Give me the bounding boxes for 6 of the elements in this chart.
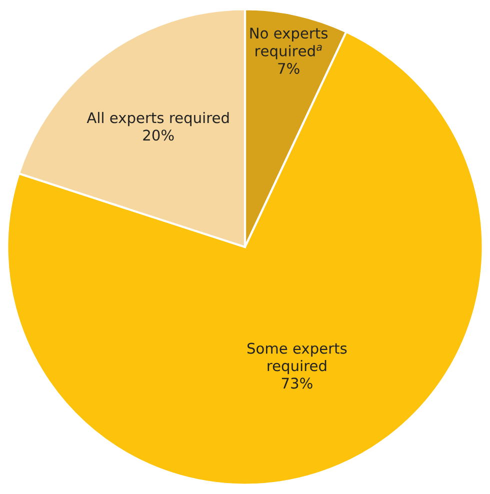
data-label: 73%	[282, 378, 312, 389]
slice-label: No experts required$^{a}$	[250, 28, 328, 60]
data-label: 7%	[278, 62, 300, 74]
slice-label: All experts required	[86, 112, 229, 126]
slice-label: Some experts required	[247, 342, 347, 374]
data-label: 20%	[143, 130, 174, 141]
